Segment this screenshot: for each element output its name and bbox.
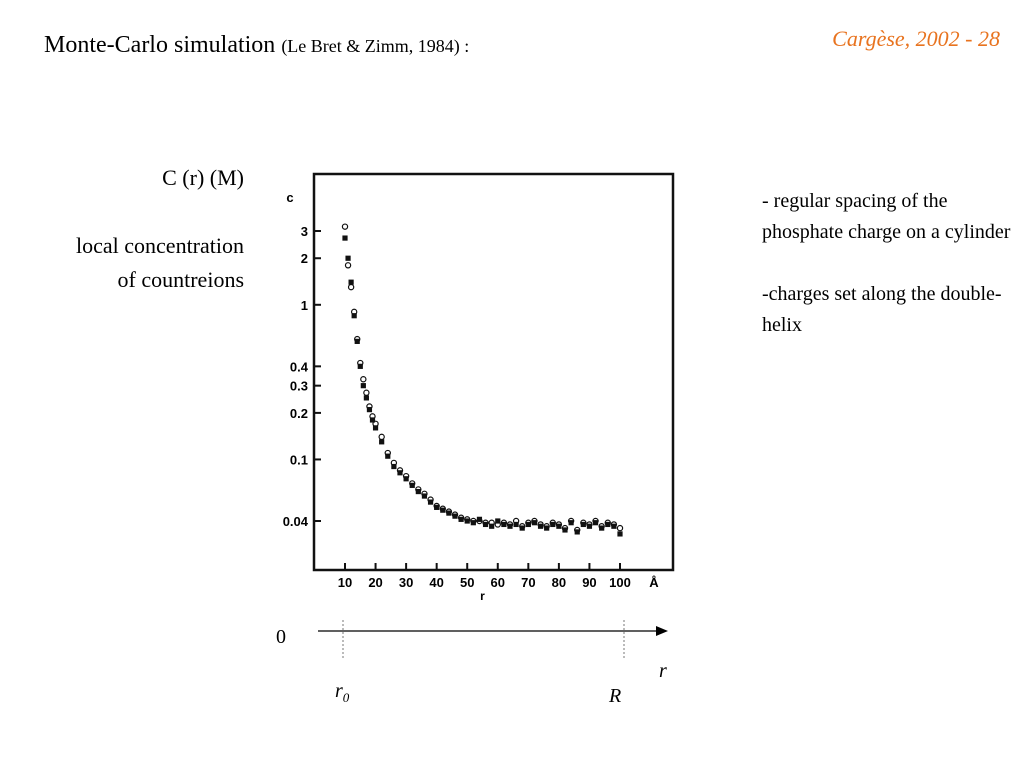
data-point-square (427, 499, 434, 505)
x-tick-label: 80 (552, 575, 566, 590)
x-tick-label: 50 (460, 575, 474, 590)
x-axis-label: r (480, 589, 485, 600)
x-tick-label: 20 (368, 575, 382, 590)
data-point-square (476, 516, 483, 522)
data-point-circle (347, 283, 355, 291)
data-point-circle (360, 376, 367, 383)
notes-panel: - regular spacing of the phosphate charg… (762, 186, 1024, 372)
data-point-square (495, 518, 501, 524)
slide-corner-label: Cargèse, 2002 - 28 (832, 26, 1000, 51)
slide-title-main: Monte-Carlo simulation (44, 32, 276, 58)
r0-label: r0 (335, 680, 349, 706)
data-point-square (363, 395, 369, 401)
data-point-square (470, 520, 476, 526)
data-point-circle (341, 223, 349, 230)
data-point-square (537, 523, 544, 529)
slide-title: Monte-Carlo simulation (Le Bret & Zimm, … (44, 32, 469, 59)
data-point-circle (616, 524, 624, 532)
data-point-square (369, 417, 376, 423)
data-point-square (348, 279, 354, 285)
data-point-square (513, 521, 519, 528)
y-tick-label: 0.04 (283, 514, 309, 529)
data-point-square (464, 518, 470, 524)
x-tick-label: 70 (521, 575, 535, 590)
x-tick-label: 90 (582, 575, 596, 590)
data-point-square (446, 510, 452, 516)
data-point-square (409, 482, 415, 488)
data-point-square (525, 521, 531, 528)
r-axis-label: r (659, 660, 667, 682)
r0-main: r (335, 680, 343, 702)
data-point-square (342, 235, 348, 241)
data-point-square (507, 523, 513, 529)
data-point-square (360, 383, 366, 389)
data-point-square (458, 516, 464, 522)
data-point-square (586, 523, 593, 529)
data-point-square (611, 523, 617, 529)
data-point-square (366, 407, 373, 413)
data-point-square (345, 255, 351, 261)
data-point-square (580, 521, 586, 528)
x-axis-unit: Å (649, 575, 659, 590)
note-regular-spacing: - regular spacing of the phosphate charg… (762, 190, 1011, 243)
data-point-square (391, 463, 397, 470)
y-tick-label: 0.3 (290, 379, 308, 394)
data-point-square (605, 521, 611, 528)
y-tick-label: 0.4 (290, 359, 309, 374)
data-point-square (403, 476, 409, 482)
zero-label: 0 (276, 626, 286, 648)
data-point-square (556, 523, 562, 529)
note-double-helix: -charges set along the double-helix (762, 283, 1002, 336)
data-point-circle (363, 389, 370, 396)
x-tick-label: 40 (429, 575, 443, 590)
y-tick-label: 1 (301, 298, 308, 313)
data-point-square (354, 338, 360, 344)
data-point-square (592, 520, 599, 526)
data-point-circle (378, 433, 385, 441)
data-point-square (434, 504, 440, 510)
data-point-square (489, 523, 495, 529)
description-line-1: local concentration (76, 233, 244, 258)
concentration-chart: 3 2 1 0.4 0.3 0.2 0.1 0.04 10 20 30 40 50 60 70 80 90 100… (283, 172, 675, 600)
radial-axis-arrowhead (656, 626, 668, 636)
data-point-square (562, 527, 568, 533)
data-point-square (519, 525, 525, 531)
data-point-circle (344, 262, 352, 269)
data-point-square (372, 425, 379, 431)
x-tick-label: 60 (491, 575, 505, 590)
x-tick-label: 100 (609, 575, 631, 590)
data-point-square (385, 453, 391, 459)
data-point-square (351, 313, 357, 319)
data-point-square (501, 521, 507, 528)
y-tick-label: 0.2 (290, 406, 308, 421)
data-point-square (544, 525, 550, 531)
data-point-square (421, 493, 428, 499)
data-point-square (617, 531, 623, 537)
y-tick-label: 3 (301, 224, 308, 239)
data-point-square (440, 507, 446, 513)
x-tick-label: 10 (338, 575, 352, 590)
data-point-square (482, 521, 489, 528)
data-point-square (550, 521, 556, 528)
R-label: R (609, 685, 622, 707)
data-point-square (574, 529, 580, 535)
data-point-square (599, 525, 605, 531)
plot-frame (312, 172, 675, 572)
radial-axis-schematic (318, 620, 668, 658)
data-point-square (379, 439, 385, 445)
data-point-square (452, 513, 458, 519)
concentration-symbol-label: C (r) (M) (162, 165, 244, 190)
data-point-square (397, 470, 403, 476)
y-axis-label: c (286, 190, 293, 205)
description-line-2: of countreions (117, 267, 244, 292)
data-point-square (415, 488, 421, 495)
y-tick-label: 0.1 (290, 452, 308, 467)
r0-subscript: 0 (342, 690, 350, 705)
data-point-square (531, 520, 538, 526)
data-point-square (568, 520, 574, 526)
slide-title-citation: (Le Bret & Zimm, 1984) : (281, 36, 470, 56)
y-tick-label: 2 (301, 251, 308, 266)
data-point-square (357, 363, 363, 369)
x-tick-label: 30 (399, 575, 413, 590)
